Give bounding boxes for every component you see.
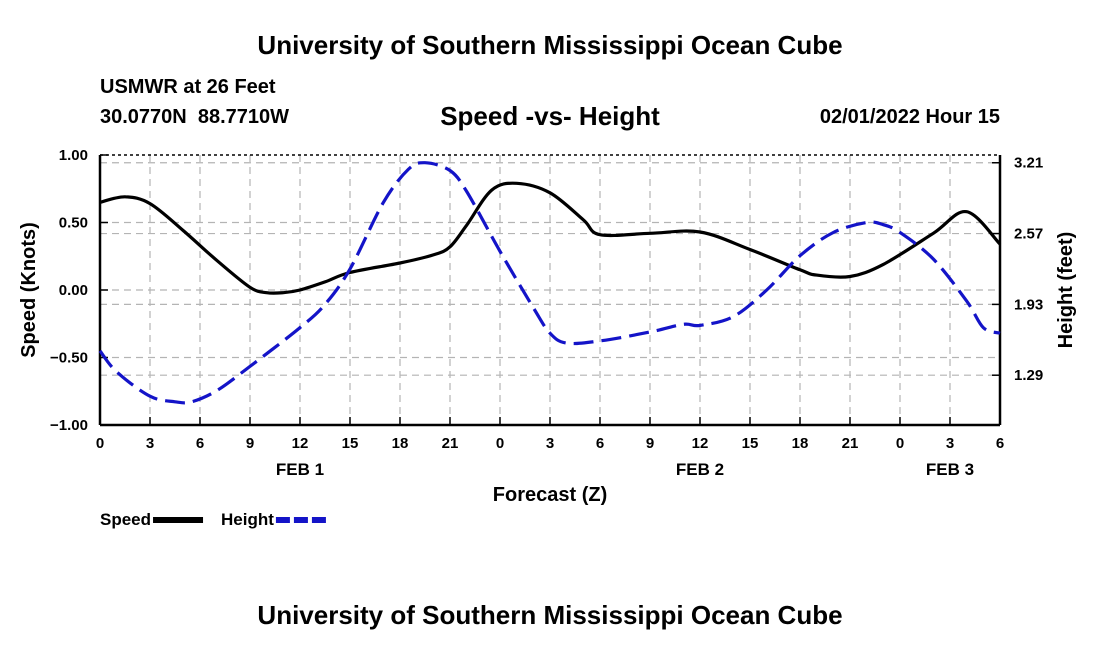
x-tick-label: 18	[792, 435, 809, 452]
x-tick-label: 0	[96, 435, 104, 452]
legend-label-speed: Speed	[100, 510, 151, 529]
series-line-height	[98, 161, 1001, 405]
right-y-axis-title: Height (feet)	[1055, 232, 1077, 349]
left-y-tick-label: 0.50	[59, 215, 88, 232]
x-day-label: FEB 1	[276, 460, 324, 479]
x-tick-label: 12	[692, 435, 709, 452]
station-coordinates: 30.0770N 88.7710W	[100, 106, 290, 128]
x-tick-label: 0	[896, 435, 904, 452]
x-axis-title: Forecast (Z)	[493, 484, 607, 506]
x-tick-label: 0	[496, 435, 504, 452]
left-y-tick-label: 0.00	[59, 282, 88, 299]
x-tick-label: 18	[392, 435, 409, 452]
x-tick-label: 6	[596, 435, 604, 452]
x-tick-label: 15	[342, 435, 359, 452]
x-day-label: FEB 2	[676, 460, 724, 479]
x-tick-label: 3	[146, 435, 154, 452]
right-y-tick-label: 2.57	[1014, 226, 1043, 243]
right-y-tick-label: 1.93	[1014, 296, 1043, 313]
right-y-tick-label: 1.29	[1014, 367, 1043, 384]
left-y-tick-label: 1.00	[59, 147, 88, 164]
x-tick-label: 9	[246, 435, 254, 452]
page-title: University of Southern Mississippi Ocean…	[257, 30, 843, 60]
right-y-tick-label: 3.21	[1014, 155, 1043, 172]
x-tick-label: 21	[442, 435, 459, 452]
x-tick-label: 21	[842, 435, 859, 452]
left-y-axis-title: Speed (Knots)	[18, 222, 40, 358]
station-label: USMWR at 26 Feet	[100, 76, 276, 98]
x-tick-label: 6	[996, 435, 1004, 452]
x-tick-label: 9	[646, 435, 654, 452]
series-line-speed	[99, 181, 1002, 295]
x-day-label: FEB 3	[926, 460, 974, 479]
forecast-datetime: 02/01/2022 Hour 15	[819, 106, 1000, 128]
x-tick-label: 12	[292, 435, 309, 452]
chart-title: Speed -vs- Height	[440, 101, 660, 131]
x-tick-label: 6	[196, 435, 204, 452]
x-tick-label: 15	[742, 435, 759, 452]
x-tick-label: 3	[946, 435, 954, 452]
left-y-tick-label: −0.50	[50, 350, 88, 367]
left-y-tick-label: −1.00	[50, 417, 88, 434]
footer-title: University of Southern Mississippi Ocean…	[257, 600, 843, 630]
x-tick-label: 3	[546, 435, 554, 452]
legend-label-height: Height	[221, 510, 274, 529]
